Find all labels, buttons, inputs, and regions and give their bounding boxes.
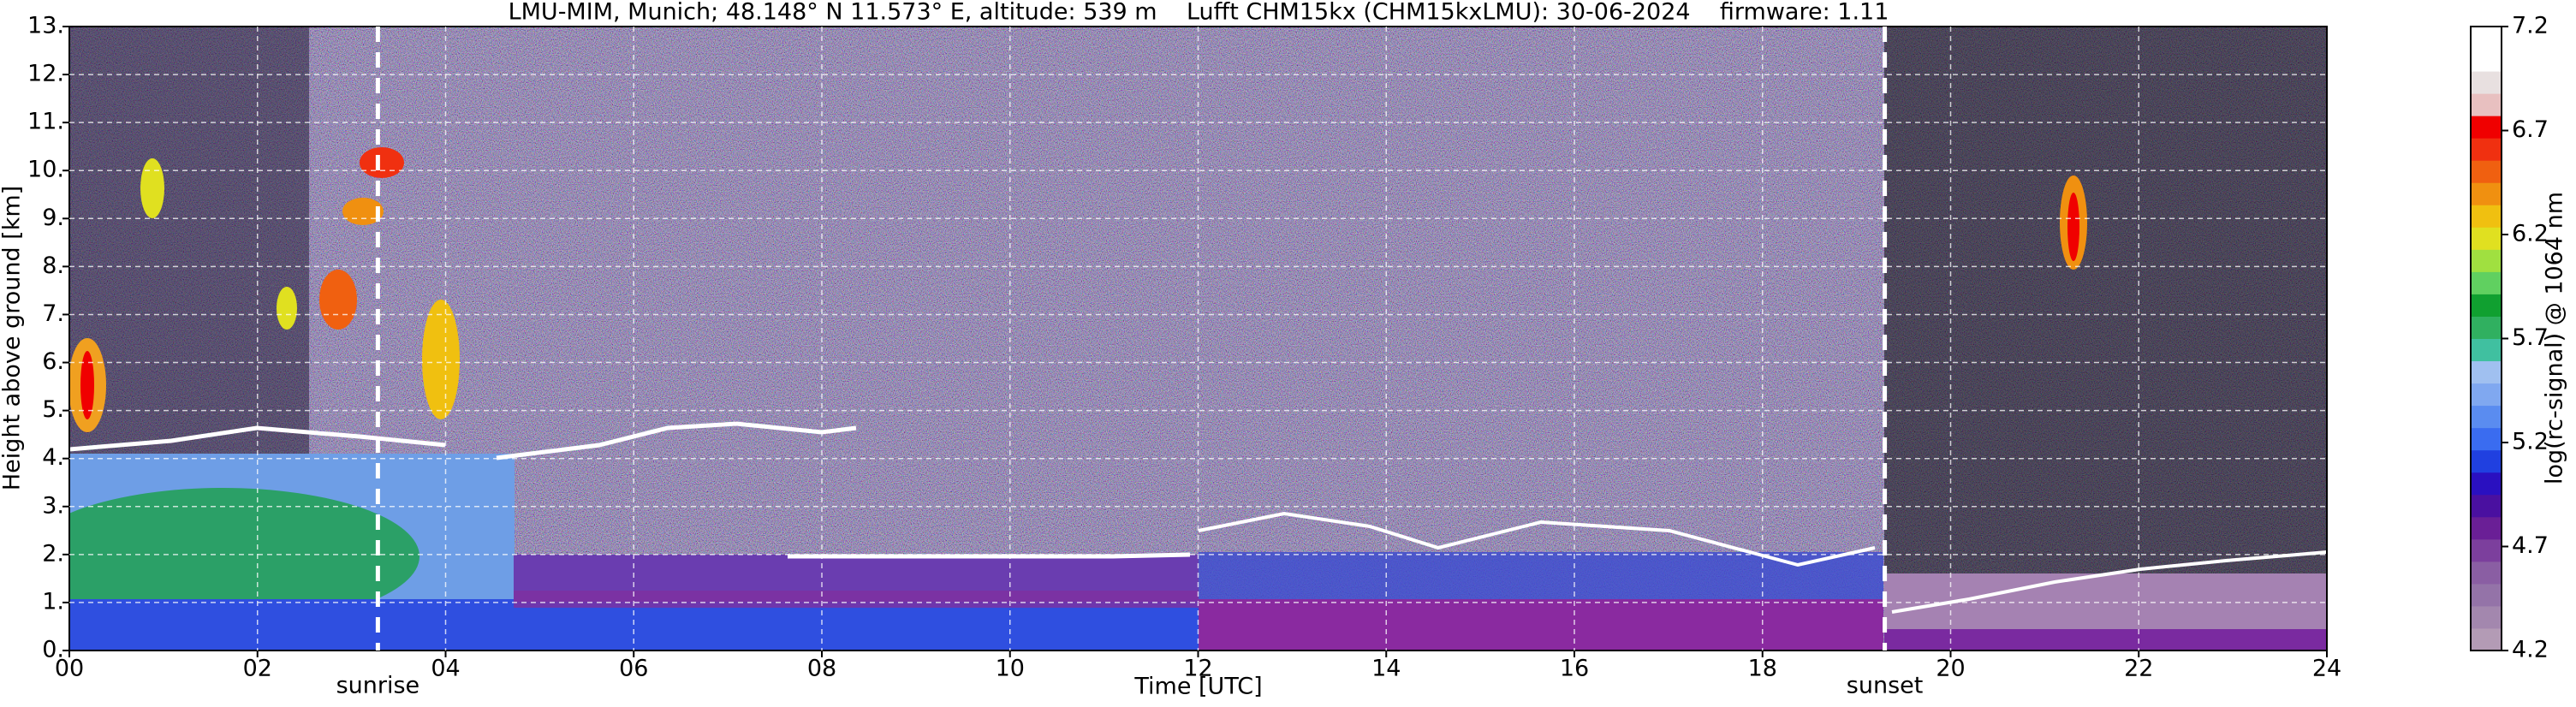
y-tick-label: 9.	[42, 205, 64, 231]
y-tick-label: 6.	[42, 348, 64, 375]
colorbar-segment	[2471, 338, 2502, 362]
annotation-label: sunset	[1847, 673, 1924, 699]
y-tick-label: 5.	[42, 396, 64, 423]
colorbar-segment	[2471, 294, 2502, 317]
colorbar-segment	[2471, 605, 2502, 629]
colorbar-tick-label: 4.7	[2512, 532, 2549, 559]
colorbar-segment	[2471, 427, 2502, 451]
colorbar-segment	[2471, 160, 2502, 183]
heatmap-image	[69, 27, 2327, 651]
y-tick-label: 3.	[42, 492, 64, 519]
colorbar-segment	[2471, 583, 2502, 607]
x-tick-label: 20	[1936, 656, 1965, 682]
colorbar-segment	[2471, 472, 2502, 496]
colorbar-segment	[2471, 627, 2502, 651]
colorbar-segment	[2471, 49, 2502, 72]
y-tick-label: 4.	[42, 444, 64, 471]
x-tick-label: 22	[2124, 656, 2153, 682]
y-tick-label: 12.	[27, 61, 64, 87]
x-tick-label: 14	[1371, 656, 1401, 682]
colorbar-segment	[2471, 138, 2502, 161]
colorbar-tick-label: 5.7	[2512, 324, 2549, 351]
colorbar-segment	[2471, 494, 2502, 518]
colorbar-segment	[2471, 116, 2502, 139]
colorbar-segment	[2471, 182, 2502, 205]
colorbar-segment	[2471, 205, 2502, 228]
colorbar-label: log(rc-signal) @ 1064 nm	[2542, 192, 2568, 484]
colorbar-segment	[2471, 538, 2502, 562]
colorbar-segment	[2471, 71, 2502, 94]
colorbar-segment	[2471, 449, 2502, 473]
y-tick-label: 1.	[42, 588, 64, 615]
y-tick-label: 11.	[27, 109, 64, 135]
colorbar-segment	[2471, 405, 2502, 429]
x-tick-label: 04	[431, 656, 460, 682]
x-tick-label: 02	[243, 656, 272, 682]
colorbar-segment	[2471, 227, 2502, 250]
x-tick-label: 16	[1560, 656, 1589, 682]
y-tick-label: 8.	[42, 253, 64, 279]
colorbar-segment	[2471, 27, 2502, 50]
colorbar-tick-label: 7.2	[2512, 13, 2549, 39]
y-tick-label: 0.	[42, 637, 64, 663]
colorbar-segment	[2471, 316, 2502, 339]
colorbar-tick-label: 6.7	[2512, 116, 2549, 143]
x-tick-label: 00	[55, 656, 84, 682]
x-tick-label: 10	[996, 656, 1025, 682]
x-tick-label: 08	[807, 656, 836, 682]
colorbar-segment	[2471, 516, 2502, 540]
y-tick-label: 2.	[42, 540, 64, 567]
x-tick-label: 24	[2312, 656, 2341, 682]
colorbar-tick-label: 4.2	[2512, 637, 2549, 663]
colorbar-tick-label: 6.2	[2512, 221, 2549, 247]
y-tick-label: 7.	[42, 300, 64, 327]
chart-title: LMU-MIM, Munich; 48.148° N 11.573° E, al…	[509, 0, 1889, 26]
x-tick-label: 18	[1748, 656, 1777, 682]
colorbar-segment	[2471, 249, 2502, 272]
colorbar-segment	[2471, 93, 2502, 116]
colorbar-segment	[2471, 383, 2502, 407]
colorbar-segment	[2471, 561, 2502, 585]
annotation-label: sunrise	[336, 673, 420, 699]
colorbar-tick-label: 5.2	[2512, 429, 2549, 455]
x-tick-label: 12	[1183, 656, 1212, 682]
colorbar-segment	[2471, 360, 2502, 384]
y-axis-label: Height above ground [km]	[0, 186, 26, 490]
y-tick-label: 13.	[27, 13, 64, 39]
y-tick-label: 10.	[27, 157, 64, 183]
x-axis-label: Time [UTC]	[1133, 674, 1262, 700]
colorbar-segment	[2471, 271, 2502, 294]
x-tick-label: 06	[619, 656, 648, 682]
